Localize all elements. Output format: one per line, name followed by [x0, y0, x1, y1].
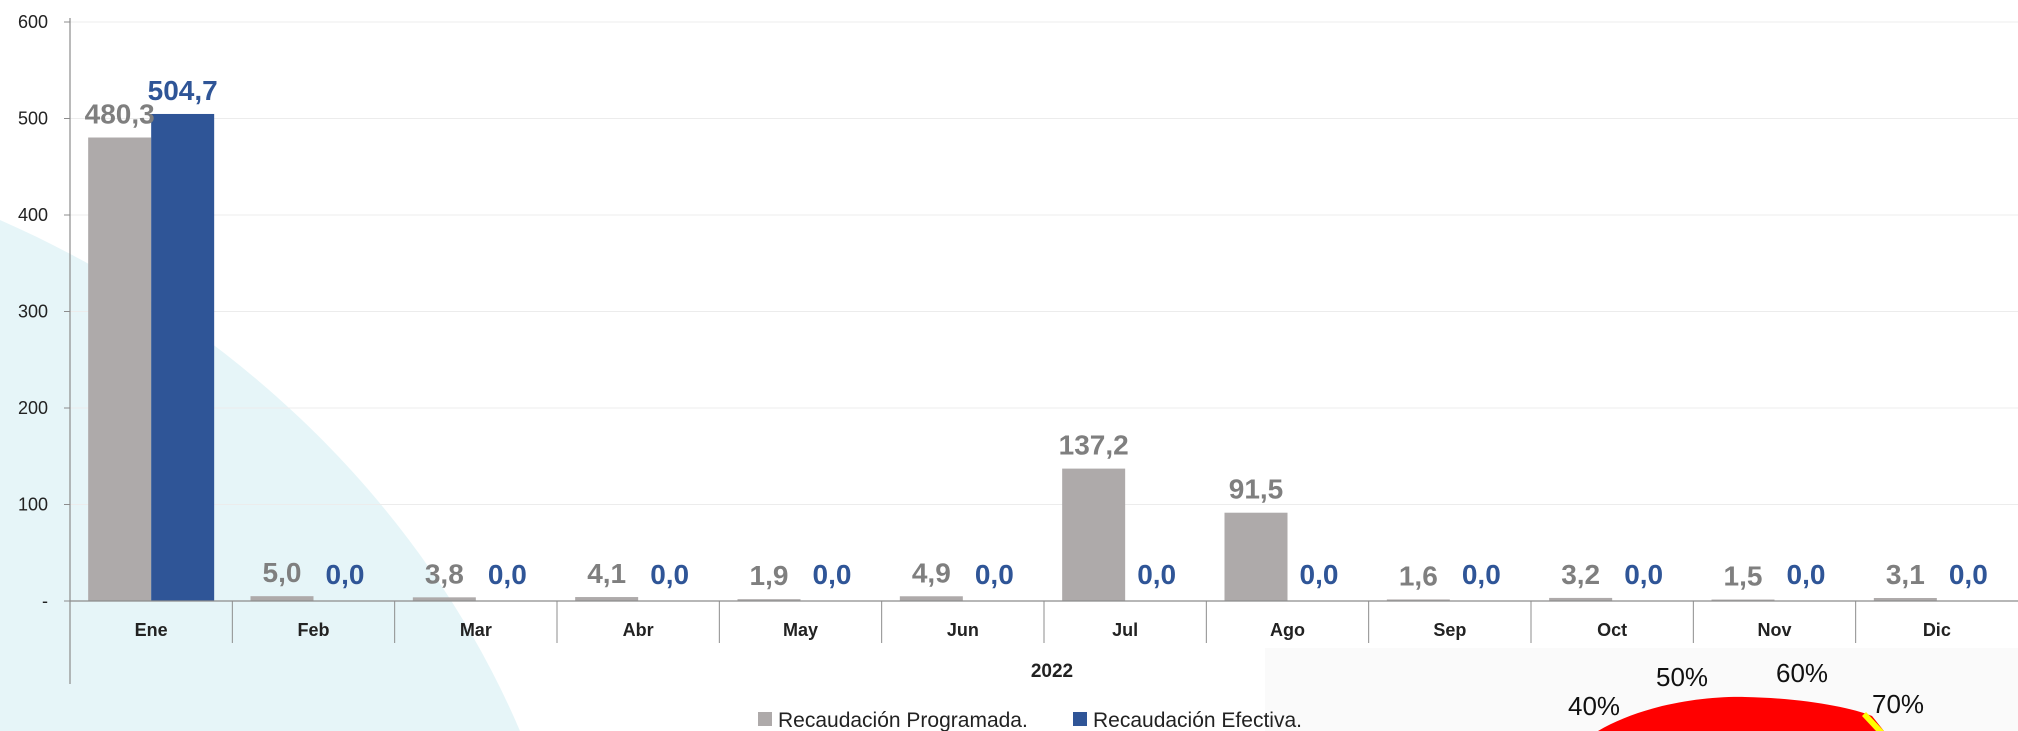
data-label: 480,3	[85, 99, 155, 130]
gauge-label-70: 70%	[1872, 689, 1924, 719]
gauge-yellow-segment	[1862, 712, 1884, 731]
y-tick-label: 400	[18, 205, 48, 225]
x-tick-label: Sep	[1433, 620, 1466, 640]
data-label: 5,0	[263, 557, 302, 588]
data-label: 0,0	[1462, 559, 1501, 590]
data-label: 504,7	[148, 75, 218, 106]
data-label: 3,2	[1561, 559, 1600, 590]
x-tick-label: Dic	[1923, 620, 1951, 640]
data-label: 91,5	[1229, 474, 1284, 505]
bar-programada-may	[737, 599, 801, 601]
data-label: 4,1	[587, 558, 626, 589]
legend-label-programada: Recaudación Programada.	[778, 709, 1028, 731]
data-label: 0,0	[813, 559, 852, 590]
data-label: 0,0	[488, 559, 527, 590]
bar-programada-jun	[899, 596, 963, 601]
data-label: 0,0	[1787, 559, 1826, 590]
x-tick-label: Jul	[1112, 620, 1138, 640]
data-label: 0,0	[650, 559, 689, 590]
x-tick-label: Jun	[947, 620, 979, 640]
data-label: 0,0	[1300, 559, 1339, 590]
gauge-label-50: 50%	[1656, 662, 1708, 692]
bar-programada-mar	[412, 597, 476, 601]
x-tick-label: Oct	[1597, 620, 1627, 640]
x-tick-label: Ago	[1270, 620, 1305, 640]
legend-label-efectiva: Recaudación Efectiva.	[1093, 709, 1302, 731]
bar-programada-ene	[88, 137, 152, 601]
y-tick-label: 600	[18, 12, 48, 32]
data-label: 0,0	[1137, 559, 1176, 590]
x-tick-label: Abr	[623, 620, 654, 640]
legend-swatch-efectiva	[1073, 712, 1087, 726]
x-axis: Ene Feb Mar Abr May Jun Jul Ago Sep Oct Nov Dic	[70, 600, 2018, 643]
bar-programada-dic	[1873, 598, 1937, 601]
x-tick-label: Ene	[135, 620, 168, 640]
legend: Recaudación Programada. Recaudación Efec…	[758, 709, 1302, 731]
background-arc	[0, 220, 520, 731]
y-axis: - 100 200 300 400 500 600	[18, 12, 71, 684]
gauge-red-segment	[1598, 696, 1884, 731]
data-label: 0,0	[326, 559, 365, 590]
legend-swatch-programada	[758, 712, 772, 726]
bars	[88, 113, 1937, 601]
x-tick-label: Feb	[297, 620, 329, 640]
bar-programada-ago	[1224, 512, 1288, 601]
x-group-label: 2022	[1031, 661, 1073, 682]
y-tick-label: 500	[18, 109, 48, 129]
data-label: 0,0	[1949, 559, 1988, 590]
gauge-label-60: 60%	[1776, 658, 1828, 688]
bar-programada-nov	[1711, 599, 1775, 601]
bar-efectiva-ene	[151, 113, 215, 601]
data-label: 0,0	[1624, 559, 1663, 590]
gridlines	[70, 21, 2018, 505]
gauge-label-40: 40%	[1568, 691, 1620, 721]
data-label: 3,8	[425, 558, 464, 589]
data-label: 1,9	[750, 560, 789, 591]
y-tick-label: 200	[18, 398, 48, 418]
y-tick-label: -	[42, 591, 48, 611]
data-label: 4,9	[912, 557, 951, 588]
x-tick-label: Nov	[1757, 620, 1791, 640]
y-tick-label: 300	[18, 302, 48, 322]
bar-programada-abr	[575, 597, 639, 601]
data-label: 0,0	[975, 559, 1014, 590]
data-label: 1,6	[1399, 560, 1438, 591]
data-label: 1,5	[1724, 561, 1763, 592]
gauge-labels: 40% 50% 60% 70%	[1568, 658, 1924, 721]
bar-programada-feb	[250, 596, 314, 601]
bar-programada-jul	[1062, 468, 1126, 601]
bar-programada-oct	[1549, 597, 1613, 601]
y-tick-label: 100	[18, 495, 48, 515]
bar-programada-sep	[1386, 599, 1450, 601]
data-label: 137,2	[1059, 430, 1129, 461]
x-tick-label: Mar	[460, 620, 492, 640]
x-tick-label: May	[783, 620, 818, 640]
data-label: 3,1	[1886, 559, 1925, 590]
